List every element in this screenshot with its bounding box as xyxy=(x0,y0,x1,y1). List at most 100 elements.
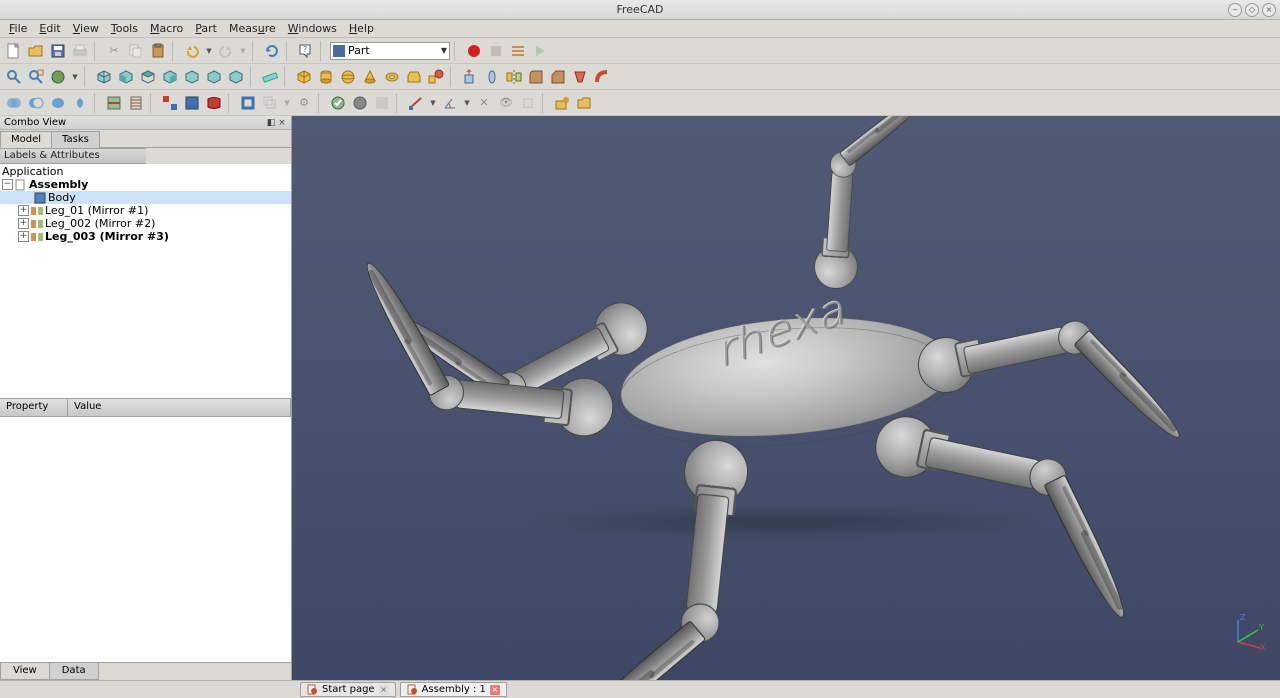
copy-icon[interactable] xyxy=(126,41,146,61)
redo-dropdown[interactable]: ▼ xyxy=(238,41,248,61)
dock-float-icon[interactable]: ◧ xyxy=(266,118,276,128)
compound-icon[interactable] xyxy=(160,93,180,113)
refresh-icon[interactable] xyxy=(262,41,282,61)
draw-style-icon[interactable] xyxy=(48,67,68,87)
fillet-icon[interactable] xyxy=(526,67,546,87)
section-icon[interactable] xyxy=(104,93,124,113)
menu-part[interactable]: Part xyxy=(190,21,222,36)
view-front-icon[interactable] xyxy=(116,67,136,87)
offset-icon[interactable] xyxy=(260,93,280,113)
cut-icon[interactable]: ✂ xyxy=(104,41,124,61)
create-group-icon[interactable] xyxy=(552,93,572,113)
doc-tab-assembly[interactable]: Assembly : 1 × xyxy=(400,682,507,697)
3d-viewport[interactable]: rhexa Z X Y xyxy=(292,116,1280,680)
cut-bool-icon[interactable] xyxy=(26,93,46,113)
whatsthis-icon[interactable]: ? xyxy=(296,41,316,61)
menu-macro[interactable]: Macro xyxy=(145,21,188,36)
print-icon[interactable] xyxy=(70,41,90,61)
chamfer-icon[interactable] xyxy=(548,67,568,87)
maximize-button[interactable]: ◇ xyxy=(1245,3,1259,17)
menu-windows[interactable]: Windows xyxy=(283,21,342,36)
view-rear-icon[interactable] xyxy=(182,67,202,87)
measure-toggle-icon[interactable]: 👁 xyxy=(496,93,516,113)
mirror-icon[interactable] xyxy=(504,67,524,87)
menu-file[interactable]: File xyxy=(4,21,32,36)
property-column-header[interactable]: Property xyxy=(0,399,68,416)
view-right-icon[interactable] xyxy=(160,67,180,87)
close-button[interactable]: × xyxy=(1262,3,1276,17)
defeaturing-icon[interactable] xyxy=(372,93,392,113)
open-icon[interactable] xyxy=(26,41,46,61)
value-column-header[interactable]: Value xyxy=(68,399,291,416)
tab-tasks[interactable]: Tasks xyxy=(51,131,100,148)
sweep-icon[interactable] xyxy=(592,67,612,87)
tree-leg1[interactable]: + Leg_01 (Mirror #1) xyxy=(0,204,291,217)
thickness-icon[interactable] xyxy=(238,93,258,113)
create-folder-icon[interactable] xyxy=(574,93,594,113)
prop-tab-view[interactable]: View xyxy=(0,663,50,680)
measure-clear-icon[interactable]: ✕ xyxy=(474,93,494,113)
torus-icon[interactable] xyxy=(382,67,402,87)
measure-toggle3d-icon[interactable]: ⬚ xyxy=(518,93,538,113)
make-face-icon[interactable] xyxy=(182,93,202,113)
appearance-icon[interactable] xyxy=(350,93,370,113)
prop-tab-data[interactable]: Data xyxy=(49,663,99,680)
prism-icon[interactable] xyxy=(404,67,424,87)
cone-icon[interactable] xyxy=(360,67,380,87)
axo-view-icon[interactable] xyxy=(94,67,114,87)
tab-model[interactable]: Model xyxy=(0,131,52,148)
view-top-icon[interactable] xyxy=(138,67,158,87)
menu-measure[interactable]: Measure xyxy=(224,21,281,36)
boolean-icon[interactable] xyxy=(4,93,24,113)
macro-stop-icon[interactable] xyxy=(486,41,506,61)
macro-play-icon[interactable] xyxy=(530,41,550,61)
tree-body[interactable]: Body xyxy=(0,191,291,204)
menu-help[interactable]: Help xyxy=(344,21,379,36)
cross-sections-icon[interactable] xyxy=(126,93,146,113)
minimize-button[interactable]: ‒ xyxy=(1228,3,1242,17)
measure-angular-icon[interactable] xyxy=(440,93,460,113)
extrude-icon[interactable] xyxy=(460,67,480,87)
menu-view[interactable]: View xyxy=(68,21,104,36)
model-tree[interactable]: Application − Assembly Body + Leg_01 (Mi… xyxy=(0,164,291,398)
collapse-icon[interactable]: − xyxy=(2,179,13,190)
close-tab-icon[interactable]: × xyxy=(379,685,389,695)
expand-icon[interactable]: + xyxy=(18,218,29,229)
tree-root[interactable]: Application xyxy=(0,165,291,178)
cylinder-icon[interactable] xyxy=(316,67,336,87)
undo-icon[interactable] xyxy=(182,41,202,61)
menu-tools[interactable]: Tools xyxy=(106,21,143,36)
common-icon[interactable] xyxy=(70,93,90,113)
tree-leg3[interactable]: + Leg_003 (Mirror #3) xyxy=(0,230,291,243)
expand-icon[interactable]: + xyxy=(18,205,29,216)
close-tab-icon[interactable]: × xyxy=(490,685,500,695)
new-icon[interactable] xyxy=(4,41,24,61)
measure-linear-icon[interactable] xyxy=(406,93,426,113)
fit-selection-icon[interactable] xyxy=(26,67,46,87)
undo-dropdown[interactable]: ▼ xyxy=(204,41,214,61)
workbench-selector[interactable]: Part ▼ xyxy=(330,42,450,60)
revolve-icon[interactable] xyxy=(482,67,502,87)
paste-icon[interactable] xyxy=(148,41,168,61)
ruled-surface-icon[interactable] xyxy=(204,93,224,113)
loft-icon[interactable] xyxy=(570,67,590,87)
view-left-icon[interactable] xyxy=(226,67,246,87)
check-geometry-icon[interactable] xyxy=(328,93,348,113)
primitives-icon[interactable] xyxy=(426,67,446,87)
redo-icon[interactable] xyxy=(216,41,236,61)
dock-close-icon[interactable]: × xyxy=(277,118,287,128)
draw-style-dropdown[interactable]: ▼ xyxy=(70,67,80,87)
tree-leg2[interactable]: + Leg_002 (Mirror #2) xyxy=(0,217,291,230)
expand-icon[interactable]: + xyxy=(18,231,29,242)
cube-icon[interactable] xyxy=(294,67,314,87)
tree-assembly[interactable]: − Assembly xyxy=(0,178,291,191)
fit-all-icon[interactable] xyxy=(4,67,24,87)
sphere-icon[interactable] xyxy=(338,67,358,87)
fuse-icon[interactable] xyxy=(48,93,68,113)
macro-list-icon[interactable] xyxy=(508,41,528,61)
measure-icon[interactable] xyxy=(260,67,280,87)
refine-icon[interactable]: ⚙ xyxy=(294,93,314,113)
macro-record-icon[interactable] xyxy=(464,41,484,61)
save-icon[interactable] xyxy=(48,41,68,61)
view-bottom-icon[interactable] xyxy=(204,67,224,87)
